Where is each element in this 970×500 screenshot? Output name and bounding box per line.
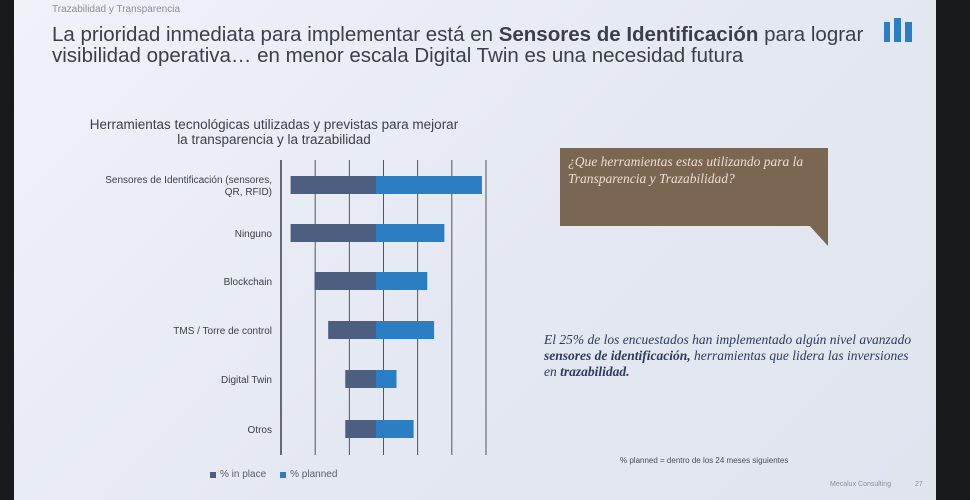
page-number: 27 (915, 481, 923, 488)
footnote: % planned = dentro de los 24 meses sigui… (620, 456, 789, 465)
company-logo-icon (884, 18, 912, 42)
legend-label-planned: % planned (290, 469, 338, 480)
bar-planned (376, 272, 428, 290)
footer-brand: Mecalux Consulting (830, 481, 892, 488)
legend-swatch-planned (280, 471, 287, 478)
slide (14, 0, 936, 500)
category-label: Blockchain (224, 277, 272, 288)
bar-in-place (345, 420, 376, 438)
title-part: para lograr visibilidad operativa… en me… (52, 23, 864, 67)
legend-swatch-in-place (210, 471, 216, 478)
bar-planned (376, 176, 482, 194)
category-label: Ninguno (235, 229, 273, 240)
bar-in-place (290, 224, 376, 242)
statement-emphasis: sensores de identificación, (544, 348, 691, 363)
statement-part: herramientas que lidera las inversiones … (544, 348, 909, 379)
section-title: Trazabilidad y Transparencia (52, 4, 181, 15)
category-label: Otros (248, 425, 272, 436)
category-label: TMS / Torre de control (173, 326, 272, 337)
bar-planned (376, 420, 414, 438)
category-label: Sensores de Identificación (sensores, QR,… (105, 175, 272, 198)
title-part: La prioridad inmediata para implementar … (52, 23, 499, 46)
statement-part: El 25% de los encuestados han implementa… (544, 332, 912, 347)
chart-legend: % in place % planned (210, 469, 337, 480)
bar-planned (376, 321, 435, 339)
bar-in-place (328, 321, 376, 339)
category-label: Digital Twin (221, 375, 272, 386)
title-emphasis: Sensores de Identificación (498, 23, 759, 46)
bar-in-place (314, 272, 376, 290)
bar-planned (376, 224, 445, 242)
legend-label-in-place: % in place (220, 469, 267, 480)
callout-question: ¿Que herramientas estas utilizando para … (568, 154, 804, 186)
page-title: La prioridad inmediata para implementar … (52, 24, 882, 66)
statement-emphasis: trazabilidad. (560, 364, 630, 379)
chart-title: Herramientas tecnológicas utilizadas y p… (89, 117, 459, 147)
bar-planned (376, 370, 397, 388)
callout-box (560, 148, 828, 226)
bar-in-place (290, 176, 376, 194)
bar-in-place (345, 370, 376, 388)
callout-tail (808, 224, 828, 246)
key-statement: El 25% de los encuestados han implementa… (544, 332, 924, 380)
